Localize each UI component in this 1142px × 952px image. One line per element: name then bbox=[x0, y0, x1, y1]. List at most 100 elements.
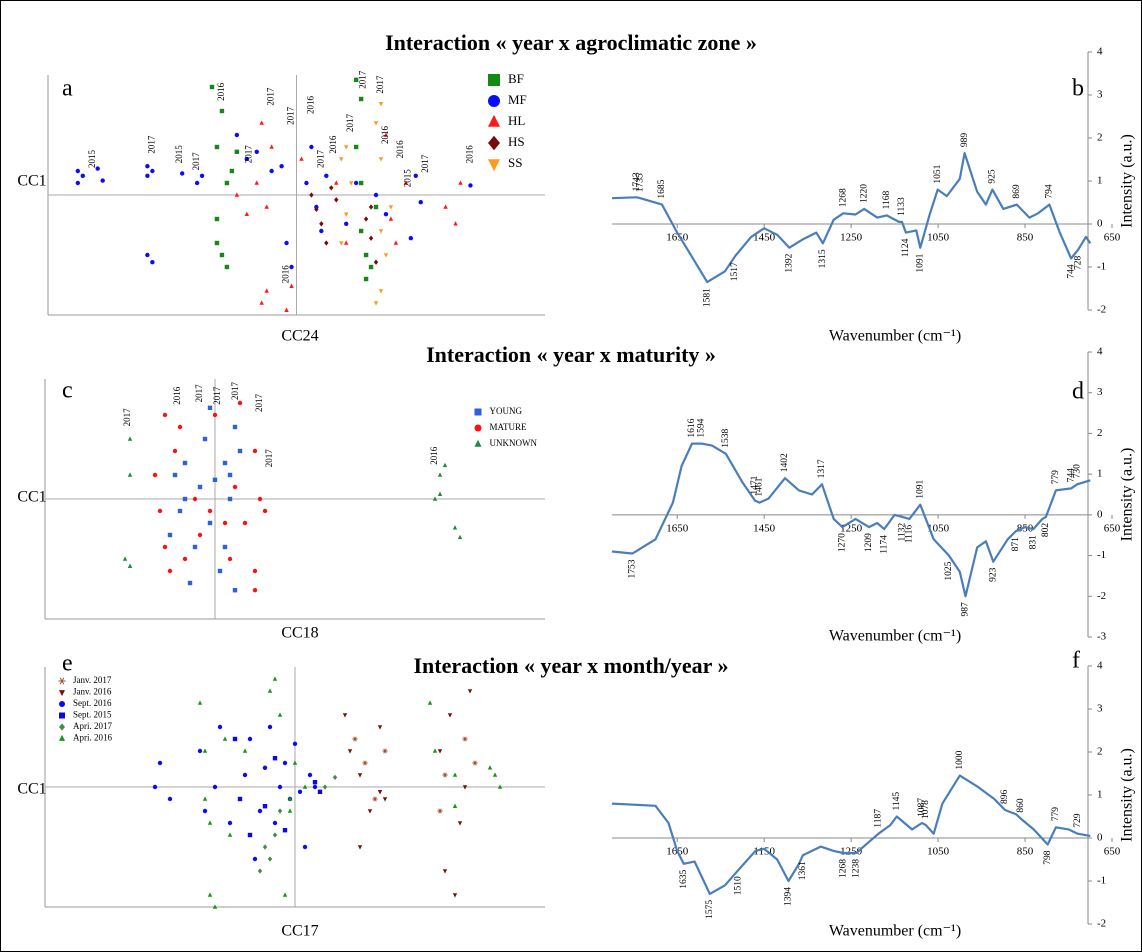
data-point bbox=[227, 496, 233, 502]
x-axis-label: Wavenumber (cm⁻¹) bbox=[829, 628, 961, 645]
data-point bbox=[252, 448, 258, 454]
data-point bbox=[382, 748, 388, 754]
data-point bbox=[227, 556, 233, 562]
legend-marker bbox=[474, 408, 482, 416]
year-annotation: 2017 bbox=[358, 70, 368, 89]
data-point bbox=[377, 725, 383, 730]
x-axis-label: Wavenumber (cm⁻¹) bbox=[829, 328, 961, 345]
year-annotation: 2017 bbox=[146, 135, 156, 154]
data-point bbox=[254, 149, 259, 154]
legend-marker bbox=[488, 95, 500, 107]
year-annotation: 2017 bbox=[286, 106, 296, 125]
data-point bbox=[207, 892, 213, 897]
data-point bbox=[317, 789, 323, 794]
peak-label: 1000 bbox=[955, 750, 965, 769]
data-point bbox=[363, 216, 369, 222]
spectrum-line bbox=[611, 442, 1091, 598]
year-annotation: 2016 bbox=[465, 145, 475, 164]
data-point bbox=[269, 168, 274, 174]
data-point bbox=[467, 689, 473, 694]
data-point bbox=[219, 108, 225, 114]
data-point bbox=[100, 178, 105, 183]
legend-marker bbox=[488, 74, 500, 86]
data-point bbox=[232, 588, 238, 593]
peak-label: 1461 bbox=[755, 477, 765, 496]
data-point bbox=[187, 580, 193, 586]
data-point bbox=[145, 164, 150, 169]
data-point bbox=[172, 448, 178, 454]
data-point bbox=[437, 472, 443, 477]
data-point bbox=[272, 820, 278, 826]
data-point bbox=[324, 173, 329, 178]
data-point bbox=[227, 472, 233, 478]
data-point bbox=[227, 820, 233, 826]
y-tick-label: 0 bbox=[1097, 832, 1103, 844]
data-point bbox=[162, 544, 168, 550]
data-point bbox=[373, 121, 379, 126]
panel-letter: f bbox=[1072, 648, 1080, 674]
data-point bbox=[234, 132, 240, 138]
data-point bbox=[377, 790, 383, 795]
peak-label: 1268 bbox=[838, 859, 848, 878]
data-point bbox=[75, 180, 81, 186]
panel-title: Interaction « year x month/year » bbox=[413, 653, 728, 678]
data-point bbox=[452, 803, 458, 808]
peak-label: 1635 bbox=[679, 870, 689, 889]
data-point bbox=[267, 856, 273, 862]
year-annotation: 2017 bbox=[122, 408, 132, 427]
peak-label: 1538 bbox=[721, 429, 731, 448]
data-point bbox=[252, 588, 258, 593]
peak-label: 744 bbox=[1066, 264, 1076, 279]
data-point bbox=[408, 236, 414, 241]
data-point bbox=[352, 736, 358, 742]
data-point bbox=[442, 772, 448, 778]
panel-letter: e bbox=[62, 651, 73, 677]
data-point bbox=[342, 713, 348, 718]
legend-label: HL bbox=[508, 113, 525, 128]
data-point bbox=[264, 288, 269, 293]
x-tick-label: 650 bbox=[1104, 232, 1121, 244]
legend-marker bbox=[474, 424, 482, 432]
data-point bbox=[334, 197, 339, 203]
panel-letter: b bbox=[1072, 76, 1084, 102]
data-point bbox=[269, 144, 274, 149]
data-point bbox=[277, 784, 283, 790]
data-point bbox=[462, 736, 468, 742]
data-point bbox=[162, 412, 168, 418]
peak-label: 1471 bbox=[750, 475, 760, 494]
peak-label: 728 bbox=[1073, 256, 1083, 270]
data-point bbox=[237, 400, 243, 406]
data-point bbox=[127, 472, 133, 477]
data-point bbox=[207, 820, 213, 825]
data-point bbox=[309, 192, 314, 198]
data-point bbox=[157, 508, 163, 514]
data-point bbox=[284, 307, 289, 312]
year-annotation: 2017 bbox=[375, 75, 385, 94]
legend-marker bbox=[59, 734, 65, 741]
data-point bbox=[427, 700, 433, 705]
legend-label: Sept. 2016 bbox=[73, 698, 112, 708]
legend-label: MF bbox=[508, 92, 527, 107]
peak-label: 989 bbox=[960, 133, 970, 148]
data-point bbox=[262, 765, 268, 770]
legend-marker bbox=[58, 677, 66, 685]
data-point bbox=[242, 748, 248, 753]
data-point bbox=[217, 724, 223, 730]
data-point bbox=[212, 412, 218, 418]
data-point bbox=[209, 84, 215, 90]
data-point bbox=[472, 760, 478, 766]
peak-label: 1517 bbox=[730, 262, 740, 281]
y-tick-label: 1 bbox=[1097, 175, 1103, 187]
legend-marker bbox=[474, 439, 482, 447]
data-point bbox=[297, 789, 303, 794]
peak-label: 794 bbox=[1045, 184, 1055, 199]
data-point bbox=[322, 784, 328, 790]
x-axis-label: CC24 bbox=[281, 328, 318, 345]
data-point bbox=[319, 228, 324, 234]
data-point bbox=[167, 568, 173, 574]
peak-label: 1187 bbox=[874, 809, 884, 828]
x-tick-label: 1250 bbox=[840, 522, 863, 534]
data-point bbox=[202, 436, 208, 442]
peak-label: 1133 bbox=[897, 197, 907, 216]
peak-label: 1091 bbox=[915, 479, 925, 498]
